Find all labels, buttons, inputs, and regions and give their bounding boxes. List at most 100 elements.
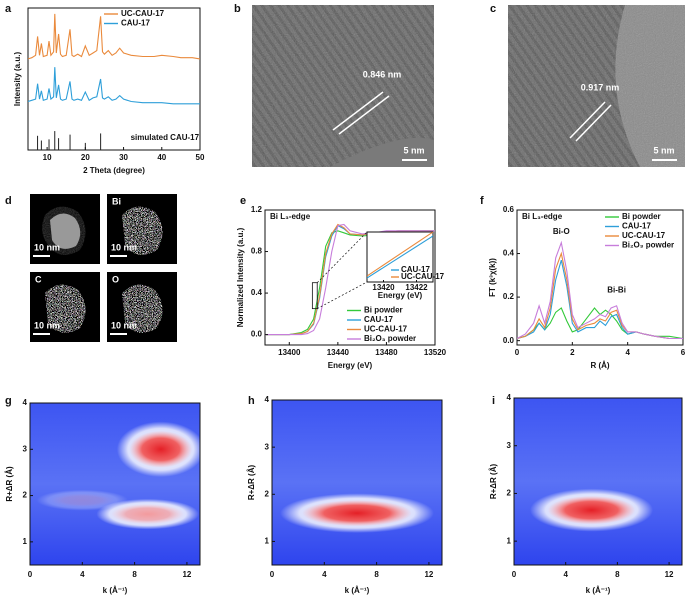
- legend-label: UC-CAU-17: [401, 272, 445, 281]
- x-tick-label: 8: [374, 570, 379, 579]
- y-tick-label: 1: [265, 537, 270, 546]
- y-tick-label: 0.8: [251, 247, 263, 256]
- element-label: Bi: [112, 196, 121, 206]
- contour-background: [514, 398, 682, 565]
- y-tick-label: 0.4: [251, 288, 263, 297]
- x-tick-label: 4: [625, 348, 630, 357]
- y-tick-label: 2: [507, 489, 512, 498]
- y-axis-label: Normalized Intensity (a.u.): [236, 227, 245, 327]
- series-line: [265, 223, 435, 336]
- y-tick-label: 1: [507, 536, 512, 545]
- panel-label: b: [234, 3, 241, 15]
- y-tick-label: 4: [265, 395, 270, 404]
- chart-title: Bi L₃-edge: [270, 212, 311, 221]
- tem-image: 0.917 nm 5 nm: [508, 5, 685, 167]
- series-line: [367, 235, 433, 279]
- x-axis-label: Energy (eV): [328, 361, 373, 370]
- legend-label: CAU-17: [622, 222, 651, 231]
- y-tick-label: 0.0: [251, 330, 263, 339]
- panel-label: g: [5, 395, 12, 407]
- x-tick-label: 13422: [405, 283, 428, 292]
- x-tick-label: 4: [322, 570, 327, 579]
- x-tick-label: 13440: [327, 348, 350, 357]
- chart-title: Bi L₃-edge: [522, 212, 563, 221]
- panel-label: d: [5, 195, 12, 207]
- series-line: [28, 13, 200, 60]
- y-axis-label: R+ΔR (Å): [489, 464, 498, 500]
- scale-bar-label: 10 nm: [34, 242, 60, 252]
- x-axis-label: Energy (eV): [378, 291, 423, 300]
- lattice-spacing: 0.917 nm: [581, 82, 620, 92]
- series-line: [28, 67, 200, 105]
- x-tick-label: 40: [157, 153, 166, 162]
- lattice-spacing: 0.846 nm: [363, 69, 402, 79]
- plot-frame: [516, 209, 684, 346]
- scale-bar-label: 10 nm: [111, 320, 137, 330]
- zoom-box: [311, 282, 318, 310]
- x-tick-label: 0: [270, 570, 275, 579]
- eds-map: C 10 nm: [30, 272, 100, 342]
- x-tick-label: 10: [43, 153, 52, 162]
- x-tick-label: 8: [132, 570, 137, 579]
- reference-label: simulated CAU-17: [131, 133, 200, 142]
- panel-label: e: [240, 195, 246, 207]
- y-tick-label: 4: [23, 398, 28, 407]
- peak-label: Bi-O: [553, 227, 570, 236]
- x-tick-label: 12: [665, 570, 674, 579]
- y-tick-label: 4: [507, 393, 512, 402]
- legend-label: CAU-17: [401, 265, 430, 274]
- contour-peak: [302, 499, 412, 527]
- x-axis-label: k (Å⁻¹): [586, 586, 611, 595]
- legend-label: Bi powder: [364, 306, 403, 315]
- contour-group: [280, 493, 434, 533]
- series-line: [517, 240, 683, 340]
- legend-label: CAU-17: [121, 19, 150, 28]
- element-label: C: [35, 274, 42, 284]
- x-tick-label: 6: [681, 348, 685, 357]
- panel-label: h: [248, 395, 255, 407]
- contour-group: [530, 488, 654, 532]
- contour-peak: [547, 495, 636, 525]
- scale-bar-label: 10 nm: [34, 320, 60, 330]
- eds-map: 10 nm: [30, 194, 100, 264]
- x-tick-label: 50: [196, 153, 205, 162]
- contour-peak: [49, 493, 115, 508]
- x-tick-label: 0: [512, 570, 517, 579]
- y-tick-label: 3: [507, 441, 512, 450]
- legend-label: Bi₂O₃ powder: [364, 334, 416, 343]
- x-axis-label: 2 Theta (degree): [83, 166, 145, 175]
- plot-frame: [271, 399, 443, 566]
- legend-label: Bi₂O₃ powder: [622, 241, 674, 250]
- contour-background: [272, 400, 442, 565]
- scale-bar-label: 5 nm: [653, 145, 674, 155]
- y-tick-label: 0.2: [503, 292, 515, 301]
- tem-image: 0.846 nm 5 nm: [252, 5, 434, 167]
- x-tick-label: 30: [119, 153, 128, 162]
- y-tick-label: 1: [23, 537, 28, 546]
- y-axis-label: R+ΔR (Å): [247, 465, 256, 501]
- element-label: O: [112, 274, 119, 284]
- y-tick-label: 0.0: [503, 336, 515, 345]
- x-tick-label: 13520: [424, 348, 447, 357]
- eds-map: Bi 10 nm: [107, 194, 177, 264]
- legend-label: UC-CAU-17: [121, 9, 165, 18]
- legend-label: UC-CAU-17: [622, 231, 666, 240]
- x-tick-label: 12: [182, 570, 191, 579]
- panel-label: a: [5, 3, 12, 15]
- x-axis-label: k (Å⁻¹): [345, 586, 370, 595]
- y-axis-label: R+ΔR (Å): [5, 466, 14, 502]
- legend-label: CAU-17: [364, 315, 393, 324]
- y-tick-label: 2: [265, 489, 270, 498]
- contour-peak: [111, 503, 185, 525]
- x-tick-label: 13480: [375, 348, 398, 357]
- series-line: [517, 259, 683, 340]
- contour-peak: [129, 430, 193, 468]
- x-tick-label: 2: [570, 348, 575, 357]
- x-tick-label: 13420: [372, 283, 395, 292]
- zoom-connector: [317, 281, 368, 309]
- y-tick-label: 2: [23, 491, 28, 500]
- contour-group: [36, 421, 200, 530]
- panel-label: f: [480, 195, 484, 207]
- x-axis-label: k (Å⁻¹): [103, 586, 128, 595]
